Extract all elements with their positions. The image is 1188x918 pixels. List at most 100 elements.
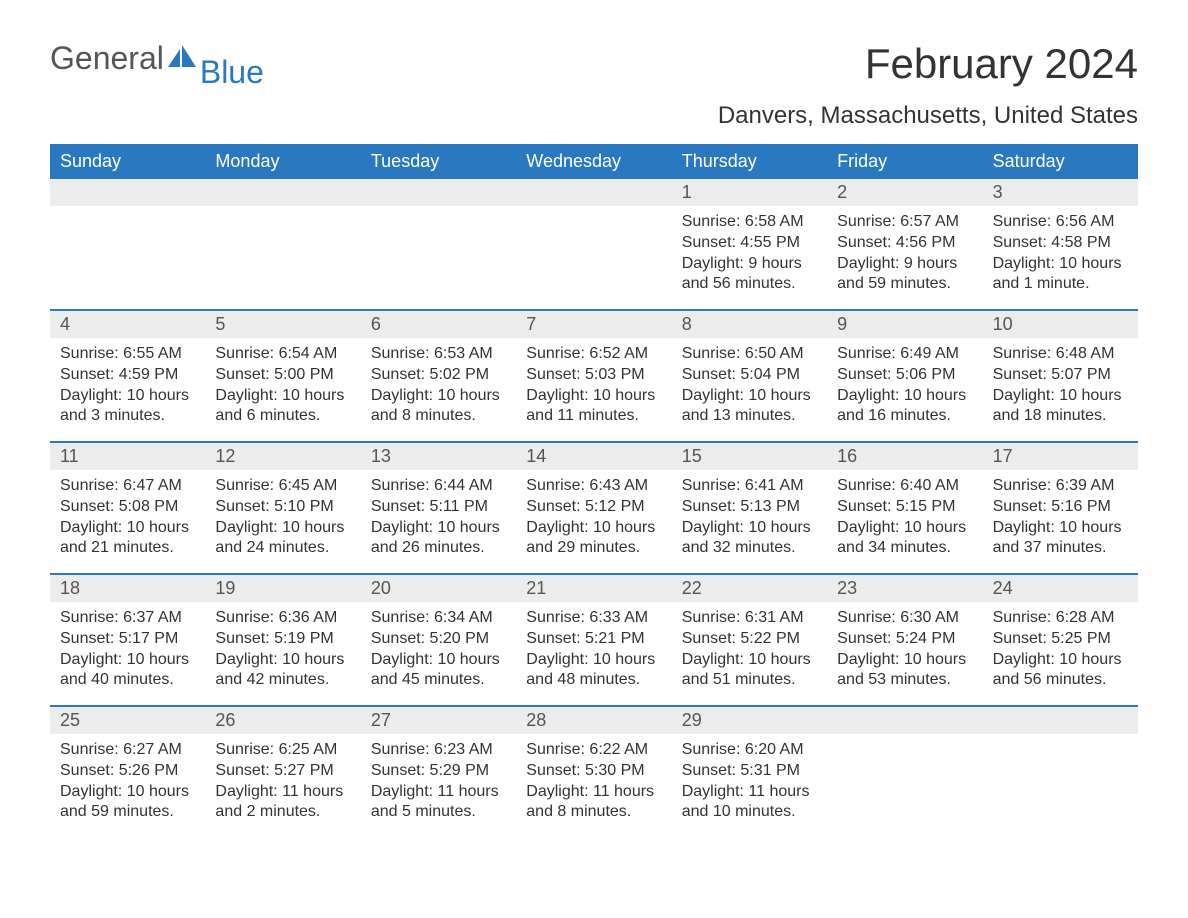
week-row: 1Sunrise: 6:58 AMSunset: 4:55 PMDaylight… [50, 179, 1138, 309]
date-bar: 27 [361, 707, 516, 734]
sunrise-text: Sunrise: 6:27 AM [60, 740, 195, 761]
daylight1-text: Daylight: 10 hours [60, 518, 195, 539]
day-header-tuesday: Tuesday [361, 144, 516, 179]
sunset-text: Sunset: 5:02 PM [371, 365, 506, 386]
date-bar [827, 707, 982, 734]
daylight2-text: and 59 minutes. [837, 274, 972, 295]
daylight1-text: Daylight: 10 hours [526, 518, 661, 539]
daylight1-text: Daylight: 10 hours [526, 386, 661, 407]
sunset-text: Sunset: 4:55 PM [682, 233, 817, 254]
calendar-cell [516, 179, 671, 309]
sunrise-text: Sunrise: 6:33 AM [526, 608, 661, 629]
week-row: 18Sunrise: 6:37 AMSunset: 5:17 PMDayligh… [50, 573, 1138, 705]
calendar-cell: 14Sunrise: 6:43 AMSunset: 5:12 PMDayligh… [516, 443, 671, 573]
calendar-cell: 25Sunrise: 6:27 AMSunset: 5:26 PMDayligh… [50, 707, 205, 837]
daylight1-text: Daylight: 10 hours [526, 650, 661, 671]
calendar-cell: 1Sunrise: 6:58 AMSunset: 4:55 PMDaylight… [672, 179, 827, 309]
daylight1-text: Daylight: 10 hours [371, 518, 506, 539]
date-bar: 3 [983, 179, 1138, 206]
daylight1-text: Daylight: 10 hours [60, 650, 195, 671]
calendar-cell: 22Sunrise: 6:31 AMSunset: 5:22 PMDayligh… [672, 575, 827, 705]
date-bar: 8 [672, 311, 827, 338]
calendar-cell: 6Sunrise: 6:53 AMSunset: 5:02 PMDaylight… [361, 311, 516, 441]
calendar-cell: 3Sunrise: 6:56 AMSunset: 4:58 PMDaylight… [983, 179, 1138, 309]
date-bar: 22 [672, 575, 827, 602]
title-block: February 2024 Danvers, Massachusetts, Un… [718, 40, 1138, 130]
daylight2-text: and 32 minutes. [682, 538, 817, 559]
date-bar: 18 [50, 575, 205, 602]
date-bar: 9 [827, 311, 982, 338]
daylight1-text: Daylight: 10 hours [371, 386, 506, 407]
date-bar: 13 [361, 443, 516, 470]
date-bar: 24 [983, 575, 1138, 602]
daylight2-text: and 6 minutes. [215, 406, 350, 427]
date-bar: 4 [50, 311, 205, 338]
daylight1-text: Daylight: 10 hours [993, 386, 1128, 407]
daylight1-text: Daylight: 10 hours [215, 518, 350, 539]
daylight2-text: and 56 minutes. [682, 274, 817, 295]
cell-body: Sunrise: 6:40 AMSunset: 5:15 PMDaylight:… [827, 470, 982, 559]
date-bar: 17 [983, 443, 1138, 470]
cell-body: Sunrise: 6:49 AMSunset: 5:06 PMDaylight:… [827, 338, 982, 427]
cell-body: Sunrise: 6:55 AMSunset: 4:59 PMDaylight:… [50, 338, 205, 427]
cell-body: Sunrise: 6:57 AMSunset: 4:56 PMDaylight:… [827, 206, 982, 295]
sunrise-text: Sunrise: 6:25 AM [215, 740, 350, 761]
cell-body: Sunrise: 6:31 AMSunset: 5:22 PMDaylight:… [672, 602, 827, 691]
daylight2-text: and 29 minutes. [526, 538, 661, 559]
daylight2-text: and 26 minutes. [371, 538, 506, 559]
daylight2-text: and 16 minutes. [837, 406, 972, 427]
sunrise-text: Sunrise: 6:31 AM [682, 608, 817, 629]
calendar-cell [827, 707, 982, 837]
daylight1-text: Daylight: 10 hours [993, 518, 1128, 539]
daylight2-text: and 24 minutes. [215, 538, 350, 559]
date-bar: 12 [205, 443, 360, 470]
sunrise-text: Sunrise: 6:36 AM [215, 608, 350, 629]
daylight1-text: Daylight: 11 hours [682, 782, 817, 803]
daylight2-text: and 3 minutes. [60, 406, 195, 427]
sunrise-text: Sunrise: 6:52 AM [526, 344, 661, 365]
calendar-cell: 26Sunrise: 6:25 AMSunset: 5:27 PMDayligh… [205, 707, 360, 837]
week-row: 25Sunrise: 6:27 AMSunset: 5:26 PMDayligh… [50, 705, 1138, 837]
daylight2-text: and 42 minutes. [215, 670, 350, 691]
daylight2-text: and 10 minutes. [682, 802, 817, 823]
date-bar: 14 [516, 443, 671, 470]
daylight1-text: Daylight: 10 hours [215, 650, 350, 671]
sunset-text: Sunset: 5:20 PM [371, 629, 506, 650]
day-header-friday: Friday [827, 144, 982, 179]
cell-body: Sunrise: 6:20 AMSunset: 5:31 PMDaylight:… [672, 734, 827, 823]
cell-body: Sunrise: 6:39 AMSunset: 5:16 PMDaylight:… [983, 470, 1138, 559]
sunset-text: Sunset: 5:07 PM [993, 365, 1128, 386]
logo-sail-icon [168, 38, 196, 75]
sunset-text: Sunset: 5:13 PM [682, 497, 817, 518]
date-bar [205, 179, 360, 206]
cell-body: Sunrise: 6:47 AMSunset: 5:08 PMDaylight:… [50, 470, 205, 559]
calendar-cell: 4Sunrise: 6:55 AMSunset: 4:59 PMDaylight… [50, 311, 205, 441]
calendar-cell: 17Sunrise: 6:39 AMSunset: 5:16 PMDayligh… [983, 443, 1138, 573]
date-bar: 16 [827, 443, 982, 470]
date-bar [516, 179, 671, 206]
cell-body: Sunrise: 6:54 AMSunset: 5:00 PMDaylight:… [205, 338, 360, 427]
sunrise-text: Sunrise: 6:48 AM [993, 344, 1128, 365]
date-bar: 23 [827, 575, 982, 602]
sunset-text: Sunset: 5:27 PM [215, 761, 350, 782]
cell-body: Sunrise: 6:33 AMSunset: 5:21 PMDaylight:… [516, 602, 671, 691]
calendar-cell: 10Sunrise: 6:48 AMSunset: 5:07 PMDayligh… [983, 311, 1138, 441]
sunrise-text: Sunrise: 6:54 AM [215, 344, 350, 365]
cell-body: Sunrise: 6:27 AMSunset: 5:26 PMDaylight:… [50, 734, 205, 823]
cell-body: Sunrise: 6:25 AMSunset: 5:27 PMDaylight:… [205, 734, 360, 823]
daylight2-text: and 51 minutes. [682, 670, 817, 691]
date-bar: 26 [205, 707, 360, 734]
date-bar [983, 707, 1138, 734]
sunset-text: Sunset: 5:19 PM [215, 629, 350, 650]
calendar: Sunday Monday Tuesday Wednesday Thursday… [50, 144, 1138, 837]
cell-body: Sunrise: 6:58 AMSunset: 4:55 PMDaylight:… [672, 206, 827, 295]
calendar-cell [361, 179, 516, 309]
cell-body: Sunrise: 6:36 AMSunset: 5:19 PMDaylight:… [205, 602, 360, 691]
daylight1-text: Daylight: 10 hours [215, 386, 350, 407]
daylight2-text: and 45 minutes. [371, 670, 506, 691]
day-header-saturday: Saturday [983, 144, 1138, 179]
calendar-cell: 7Sunrise: 6:52 AMSunset: 5:03 PMDaylight… [516, 311, 671, 441]
cell-body: Sunrise: 6:45 AMSunset: 5:10 PMDaylight:… [205, 470, 360, 559]
date-bar: 7 [516, 311, 671, 338]
daylight2-text: and 13 minutes. [682, 406, 817, 427]
